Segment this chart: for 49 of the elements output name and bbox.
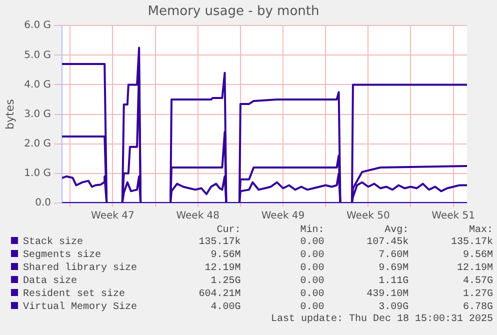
text: 9.56M bbox=[210, 249, 242, 262]
y-tick-label: 1.0 G bbox=[24, 168, 52, 180]
x-tick-label: Week 48 bbox=[176, 210, 220, 222]
text: 6.78G bbox=[462, 301, 494, 314]
text: Cur: bbox=[216, 225, 242, 236]
text: Last update: Thu Dec 18 15:00:31 2025 bbox=[270, 314, 494, 325]
text: 107.45k bbox=[366, 236, 410, 249]
y-tick-label: 2.0 G bbox=[24, 138, 52, 150]
text: 604.21M bbox=[198, 288, 242, 301]
chart-title: Memory usage - by month bbox=[148, 4, 320, 20]
text: 7.60M bbox=[378, 249, 410, 262]
legend-label: Data size bbox=[22, 275, 78, 288]
y-tick-label: 4.0 G bbox=[24, 79, 52, 90]
y-tick-label: 0.0 bbox=[35, 198, 52, 209]
text: 1.11G bbox=[378, 275, 410, 288]
text: Min: bbox=[299, 225, 326, 236]
x-tick-label: Week 51 bbox=[432, 210, 475, 222]
text: 439.10M bbox=[366, 288, 410, 301]
y-tick-label: 6.0 G bbox=[24, 20, 52, 32]
text: 0.00 bbox=[299, 301, 326, 314]
text: 12.19M bbox=[456, 262, 494, 275]
legend-label: Resident set size bbox=[22, 288, 126, 301]
text: Avg: bbox=[384, 225, 410, 236]
y-axis-title: bytes bbox=[3, 98, 16, 130]
text: 0.00 bbox=[299, 288, 326, 301]
x-tick-label: Week 49 bbox=[261, 210, 305, 222]
text: 3.09G bbox=[378, 301, 410, 314]
text: 9.69M bbox=[378, 262, 410, 275]
legend-label: Stack size bbox=[22, 236, 84, 249]
text: 0.00 bbox=[299, 275, 326, 288]
text: 4.57G bbox=[462, 275, 494, 288]
y-tick-label: 5.0 G bbox=[24, 50, 52, 61]
legend-label: Segments size bbox=[22, 249, 102, 262]
text: 9.56M bbox=[462, 249, 494, 262]
text: 4.00G bbox=[210, 301, 242, 314]
legend-label: Virtual Memory Size bbox=[22, 301, 138, 314]
text: 1.25G bbox=[210, 275, 242, 288]
x-tick-label: Week 50 bbox=[346, 210, 390, 222]
text: 135.17k bbox=[450, 236, 494, 249]
text: 1.27G bbox=[462, 288, 494, 301]
text: Max: bbox=[468, 225, 494, 236]
text: 0.00 bbox=[299, 262, 326, 275]
text: 12.19M bbox=[204, 262, 242, 275]
text: 0.00 bbox=[299, 236, 326, 249]
text: 0.00 bbox=[299, 249, 326, 262]
text: 135.17k bbox=[198, 236, 242, 249]
x-tick-label: Week 47 bbox=[91, 210, 134, 222]
legend-label: Shared library size bbox=[22, 262, 138, 275]
y-tick-label: 3.0 G bbox=[24, 108, 52, 120]
